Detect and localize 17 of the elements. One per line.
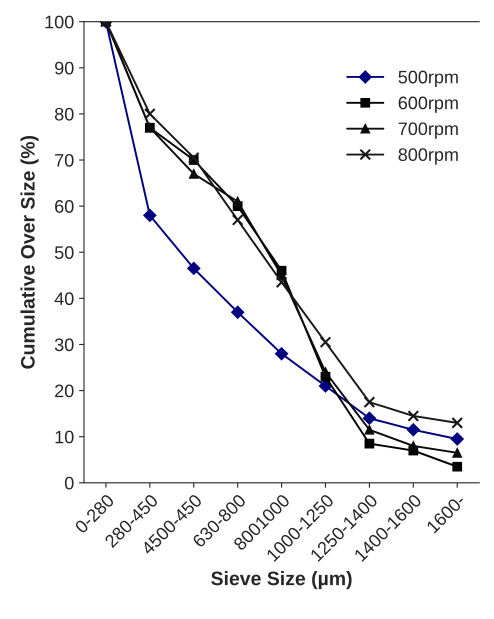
x-axis-title: Sieve Size (µm) bbox=[211, 571, 352, 590]
y-axis-title: Cumulative Over Size (%) bbox=[20, 136, 39, 369]
y-tick-label: 90 bbox=[55, 62, 74, 74]
y-tick-label: 100 bbox=[46, 16, 74, 28]
y-tick-label: 20 bbox=[55, 384, 74, 398]
y-tick-label: 0 bbox=[64, 476, 74, 490]
y-tick-label: 70 bbox=[55, 154, 74, 167]
legend-label: 600rpm bbox=[398, 96, 458, 113]
y-tick-label: 10 bbox=[56, 430, 74, 444]
legend-label: 500rpm bbox=[398, 70, 458, 88]
y-tick-label: 30 bbox=[54, 338, 74, 352]
y-tick-label: 50 bbox=[54, 246, 74, 259]
y-tick-label: 80 bbox=[54, 108, 74, 121]
y-tick-label: 40 bbox=[54, 292, 74, 306]
y-tick-label: 60 bbox=[55, 200, 74, 213]
legend-label: 700rpm bbox=[398, 122, 458, 139]
legend-label: 800rpm bbox=[398, 148, 458, 165]
